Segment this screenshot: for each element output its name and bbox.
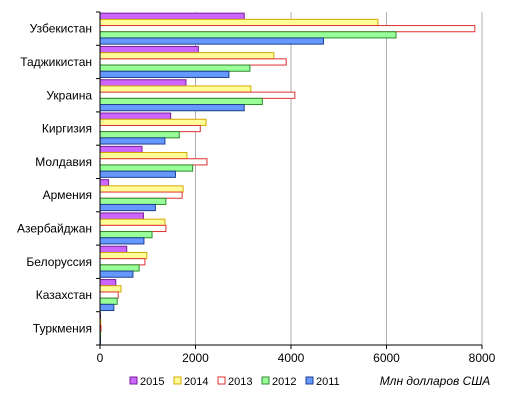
- category-label: Туркмения: [33, 321, 92, 335]
- legend-swatch: [129, 376, 138, 385]
- bar-2012: [99, 197, 167, 205]
- bar-2013: [99, 25, 476, 33]
- gridlines: [195, 12, 483, 345]
- bar-2011: [99, 303, 115, 312]
- bar-2014: [99, 251, 148, 260]
- bar-2011: [99, 37, 324, 45]
- bar-2011: [99, 137, 166, 145]
- bar-2013: [99, 158, 208, 166]
- bar-2013: [99, 291, 119, 299]
- x-tick-label: 0: [97, 351, 104, 365]
- category-labels: Узбекистан Таджикистан Украина Киргизия Молд…: [17, 22, 92, 336]
- category-label: Белоруссия: [26, 255, 92, 269]
- x-tick-labels: 0 2000 4000 6000 8000: [97, 351, 496, 365]
- bar-2012: [99, 131, 180, 139]
- x-tick-label: 2000: [182, 351, 209, 365]
- bar-2015: [99, 12, 245, 20]
- bar-2011: [99, 104, 245, 112]
- x-tick-label: 6000: [373, 351, 400, 365]
- bar-2014: [99, 285, 122, 293]
- legend-label: 2015: [140, 376, 164, 388]
- bar-2014: [99, 18, 379, 27]
- bar-2015: [99, 279, 117, 287]
- bar-2011: [99, 203, 156, 212]
- bar-2012: [99, 297, 118, 305]
- bar-2011: [99, 237, 145, 245]
- legend-label: 2014: [184, 376, 208, 388]
- bar-2012: [99, 164, 194, 172]
- axes: [96, 11, 483, 349]
- bar-2014: [99, 185, 184, 193]
- x-tick-label: 8000: [469, 351, 496, 365]
- bar-2013: [99, 224, 167, 233]
- x-tick-label: 4000: [278, 351, 305, 365]
- category-label: Узбекистан: [30, 22, 92, 36]
- bar-2011: [99, 70, 230, 78]
- legend-label: 2013: [228, 376, 252, 388]
- bar-2014: [99, 118, 207, 126]
- bar-2012: [99, 64, 251, 72]
- bar-2012: [99, 31, 397, 39]
- bar-2013: [99, 91, 296, 99]
- legend-label: 2011: [316, 376, 340, 388]
- bar-2013: [99, 58, 287, 66]
- category-label: Армения: [43, 188, 92, 202]
- category-label: Азербайджан: [17, 221, 92, 235]
- bar-2012: [99, 264, 140, 272]
- category-label: Казахстан: [36, 288, 92, 302]
- bar-2015: [99, 112, 172, 120]
- bar-2012: [99, 231, 153, 239]
- bars: [99, 12, 476, 345]
- bar-2012: [99, 97, 263, 106]
- bar-2015: [99, 79, 187, 87]
- bar-2013: [99, 191, 183, 199]
- bar-2015: [99, 45, 199, 54]
- bar-2014: [99, 218, 166, 226]
- category-label: Киргизия: [42, 122, 92, 136]
- x-axis-unit-label: Млн долларов США: [380, 374, 491, 388]
- legend: 2015 2014 2013 2012 2011: [129, 376, 340, 388]
- bar-2015: [99, 245, 128, 253]
- legend-swatch: [217, 376, 226, 385]
- bar-2013: [99, 124, 201, 133]
- bar-2015: [99, 179, 110, 187]
- bar-2011: [99, 170, 176, 178]
- category-label: Таджикистан: [20, 55, 92, 69]
- legend-label: 2012: [272, 376, 296, 388]
- category-label: Украина: [46, 88, 92, 102]
- bar-2014: [99, 152, 188, 160]
- bar-2014: [99, 85, 252, 93]
- bar-2015: [99, 145, 143, 154]
- category-label: Молдавия: [35, 155, 92, 169]
- legend-swatch: [261, 376, 270, 385]
- legend-swatch: [173, 376, 182, 385]
- bar-2013: [99, 258, 146, 266]
- legend-swatch: [305, 376, 314, 385]
- bar-2011: [99, 270, 134, 278]
- bar-2014: [99, 52, 275, 60]
- bar-2015: [99, 212, 144, 220]
